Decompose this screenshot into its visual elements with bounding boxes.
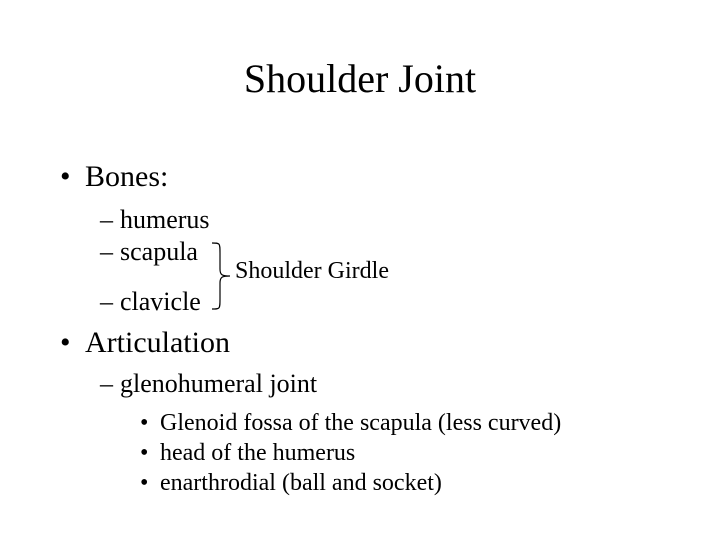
bones-label: Bones: [85,160,168,194]
dash-l2: – [100,237,113,267]
bullet-l1: • [60,160,71,194]
dash-l2: – [100,287,113,317]
glenohumeral-item: glenohumeral joint [120,369,317,399]
humerus-item: humerus [120,205,210,235]
bullet-l3: • [140,440,148,467]
glenoid-item: Glenoid fossa of the scapula (less curve… [160,410,561,437]
slide-title: Shoulder Joint [0,55,720,102]
bullet-l3: • [140,470,148,497]
scapula-item: scapula [120,237,198,267]
bullet-l3: • [140,410,148,437]
enarthrodial-item: enarthrodial (ball and socket) [160,470,442,497]
brace-icon [210,241,232,311]
dash-l2: – [100,369,113,399]
dash-l2: – [100,205,113,235]
girdle-label: Shoulder Girdle [235,258,389,285]
bullet-l1: • [60,326,71,360]
clavicle-item: clavicle [120,287,201,317]
slide: Shoulder Joint • Bones: – humerus – scap… [0,0,720,540]
articulation-label: Articulation [85,326,230,360]
head-item: head of the humerus [160,440,355,467]
